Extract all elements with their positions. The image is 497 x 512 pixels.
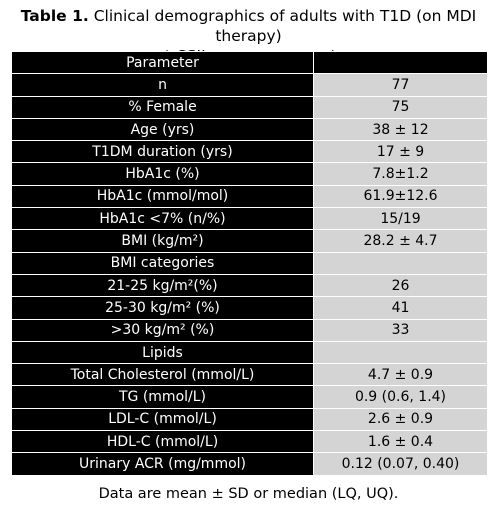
row-value: 38 ± 12 [313,117,488,142]
row-label: Age (yrs) [11,117,314,142]
row-value: 26 [313,273,488,298]
caption-label: Table 1. [20,7,89,25]
row-value [313,251,488,275]
row-label: HbA1c <7% (n/%) [11,207,314,231]
row-label: 25-30 kg/m² (%) [11,296,314,320]
row-label: T1DM duration (yrs) [11,140,314,164]
row-value: 61.9±12.6 [313,184,488,209]
table-header-row: Parameter [11,50,488,75]
caption-line1: Clinical demographics of adults with T1D… [88,7,477,45]
table-row: Lipids [11,340,488,365]
row-label: HbA1c (mmol/mol) [11,184,314,209]
row-value: 1.6 ± 0.4 [313,430,488,454]
row-value: 33 [313,318,488,342]
row-value: 28.2 ± 4.7 [313,229,488,253]
table-row: Total Cholesterol (mmol/L) 4.7 ± 0.9 [11,363,488,387]
table-row: n 77 [11,73,488,97]
header-empty [313,50,488,75]
table-row: T1DM duration (yrs) 17 ± 9 [11,140,488,164]
table-row: 21-25 kg/m²(%) 26 [11,273,488,298]
header-parameter: Parameter [11,50,314,75]
demographics-table: Parameter n 77% Female 75 Age (yrs) 38 ± 12 T… [11,50,488,476]
table-row: HbA1c (mmol/mol) 61.9±12.6 [11,184,488,209]
table-row: >30 kg/m² (%) 33 [11,318,488,342]
row-label: 21-25 kg/m²(%) [11,273,314,298]
row-label: HDL-C (mmol/L) [11,430,314,454]
table-row: BMI categories [11,251,488,275]
row-value: 75 [313,95,488,119]
table-row: Urinary ACR (mg/mmol) 0.12 (0.07, 0.40) [11,452,488,476]
row-label: Urinary ACR (mg/mmol) [11,452,314,476]
table-row: Age (yrs) 38 ± 12 [11,117,488,142]
row-label: Lipids [11,340,314,365]
row-value: 0.9 (0.6, 1.4) [313,385,488,409]
row-label: LDL-C (mmol/L) [11,407,314,432]
row-value: 17 ± 9 [313,140,488,164]
table-row: HDL-C (mmol/L) 1.6 ± 0.4 [11,430,488,454]
row-label: Total Cholesterol (mmol/L) [11,363,314,387]
row-value: 41 [313,296,488,320]
table-footnote: Data are mean ± SD or median (LQ, UQ). [98,486,399,502]
row-label: BMI categories [11,251,314,275]
row-value [313,340,488,365]
row-value: 0.12 (0.07, 0.40) [313,452,488,476]
table-row: 25-30 kg/m² (%) 41 [11,296,488,320]
row-label: n [11,73,314,97]
table-row: TG (mmol/L) 0.9 (0.6, 1.4) [11,385,488,409]
row-value: 4.7 ± 0.9 [313,363,488,387]
row-value: 7.8±1.2 [313,162,488,186]
row-label: BMI (kg/m²) [11,229,314,253]
table-row: % Female 75 [11,95,488,119]
row-value: 15/19 [313,207,488,231]
row-value: 2.6 ± 0.9 [313,407,488,432]
table-row: BMI (kg/m²) 28.2 ± 4.7 [11,229,488,253]
table-row: LDL-C (mmol/L) 2.6 ± 0.9 [11,407,488,432]
table-row: HbA1c <7% (n/%) 15/19 [11,207,488,231]
row-label: >30 kg/m² (%) [11,318,314,342]
row-label: HbA1c (%) [11,162,314,186]
row-label: TG (mmol/L) [11,385,314,409]
table-row: HbA1c (%) 7.8±1.2 [11,162,488,186]
row-value: 77 [313,73,488,97]
row-label: % Female [11,95,314,119]
